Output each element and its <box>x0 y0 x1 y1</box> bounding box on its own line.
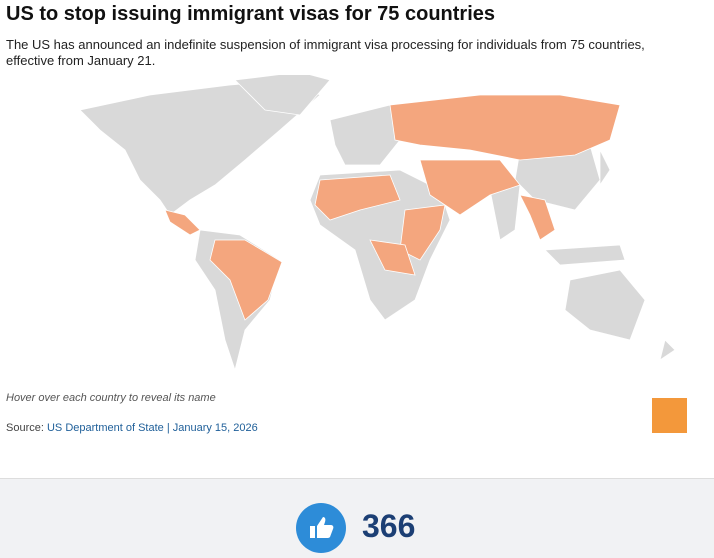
like-button[interactable] <box>296 503 346 553</box>
map-note: Hover over each country to reveal its na… <box>6 392 216 404</box>
reaction-bar <box>0 478 714 558</box>
world-map[interactable] <box>0 75 714 380</box>
source-link[interactable]: US Department of State | January 15, 202… <box>46 422 258 434</box>
source-label: Source: <box>6 422 44 434</box>
subtitle: The US has announced an indefinite suspe… <box>6 37 645 68</box>
logo <box>652 398 687 433</box>
source: Source: US Department of State | January… <box>6 422 258 434</box>
like-count: 366 <box>362 508 416 544</box>
title: US to stop issuing immigrant visas for 7… <box>6 3 495 25</box>
